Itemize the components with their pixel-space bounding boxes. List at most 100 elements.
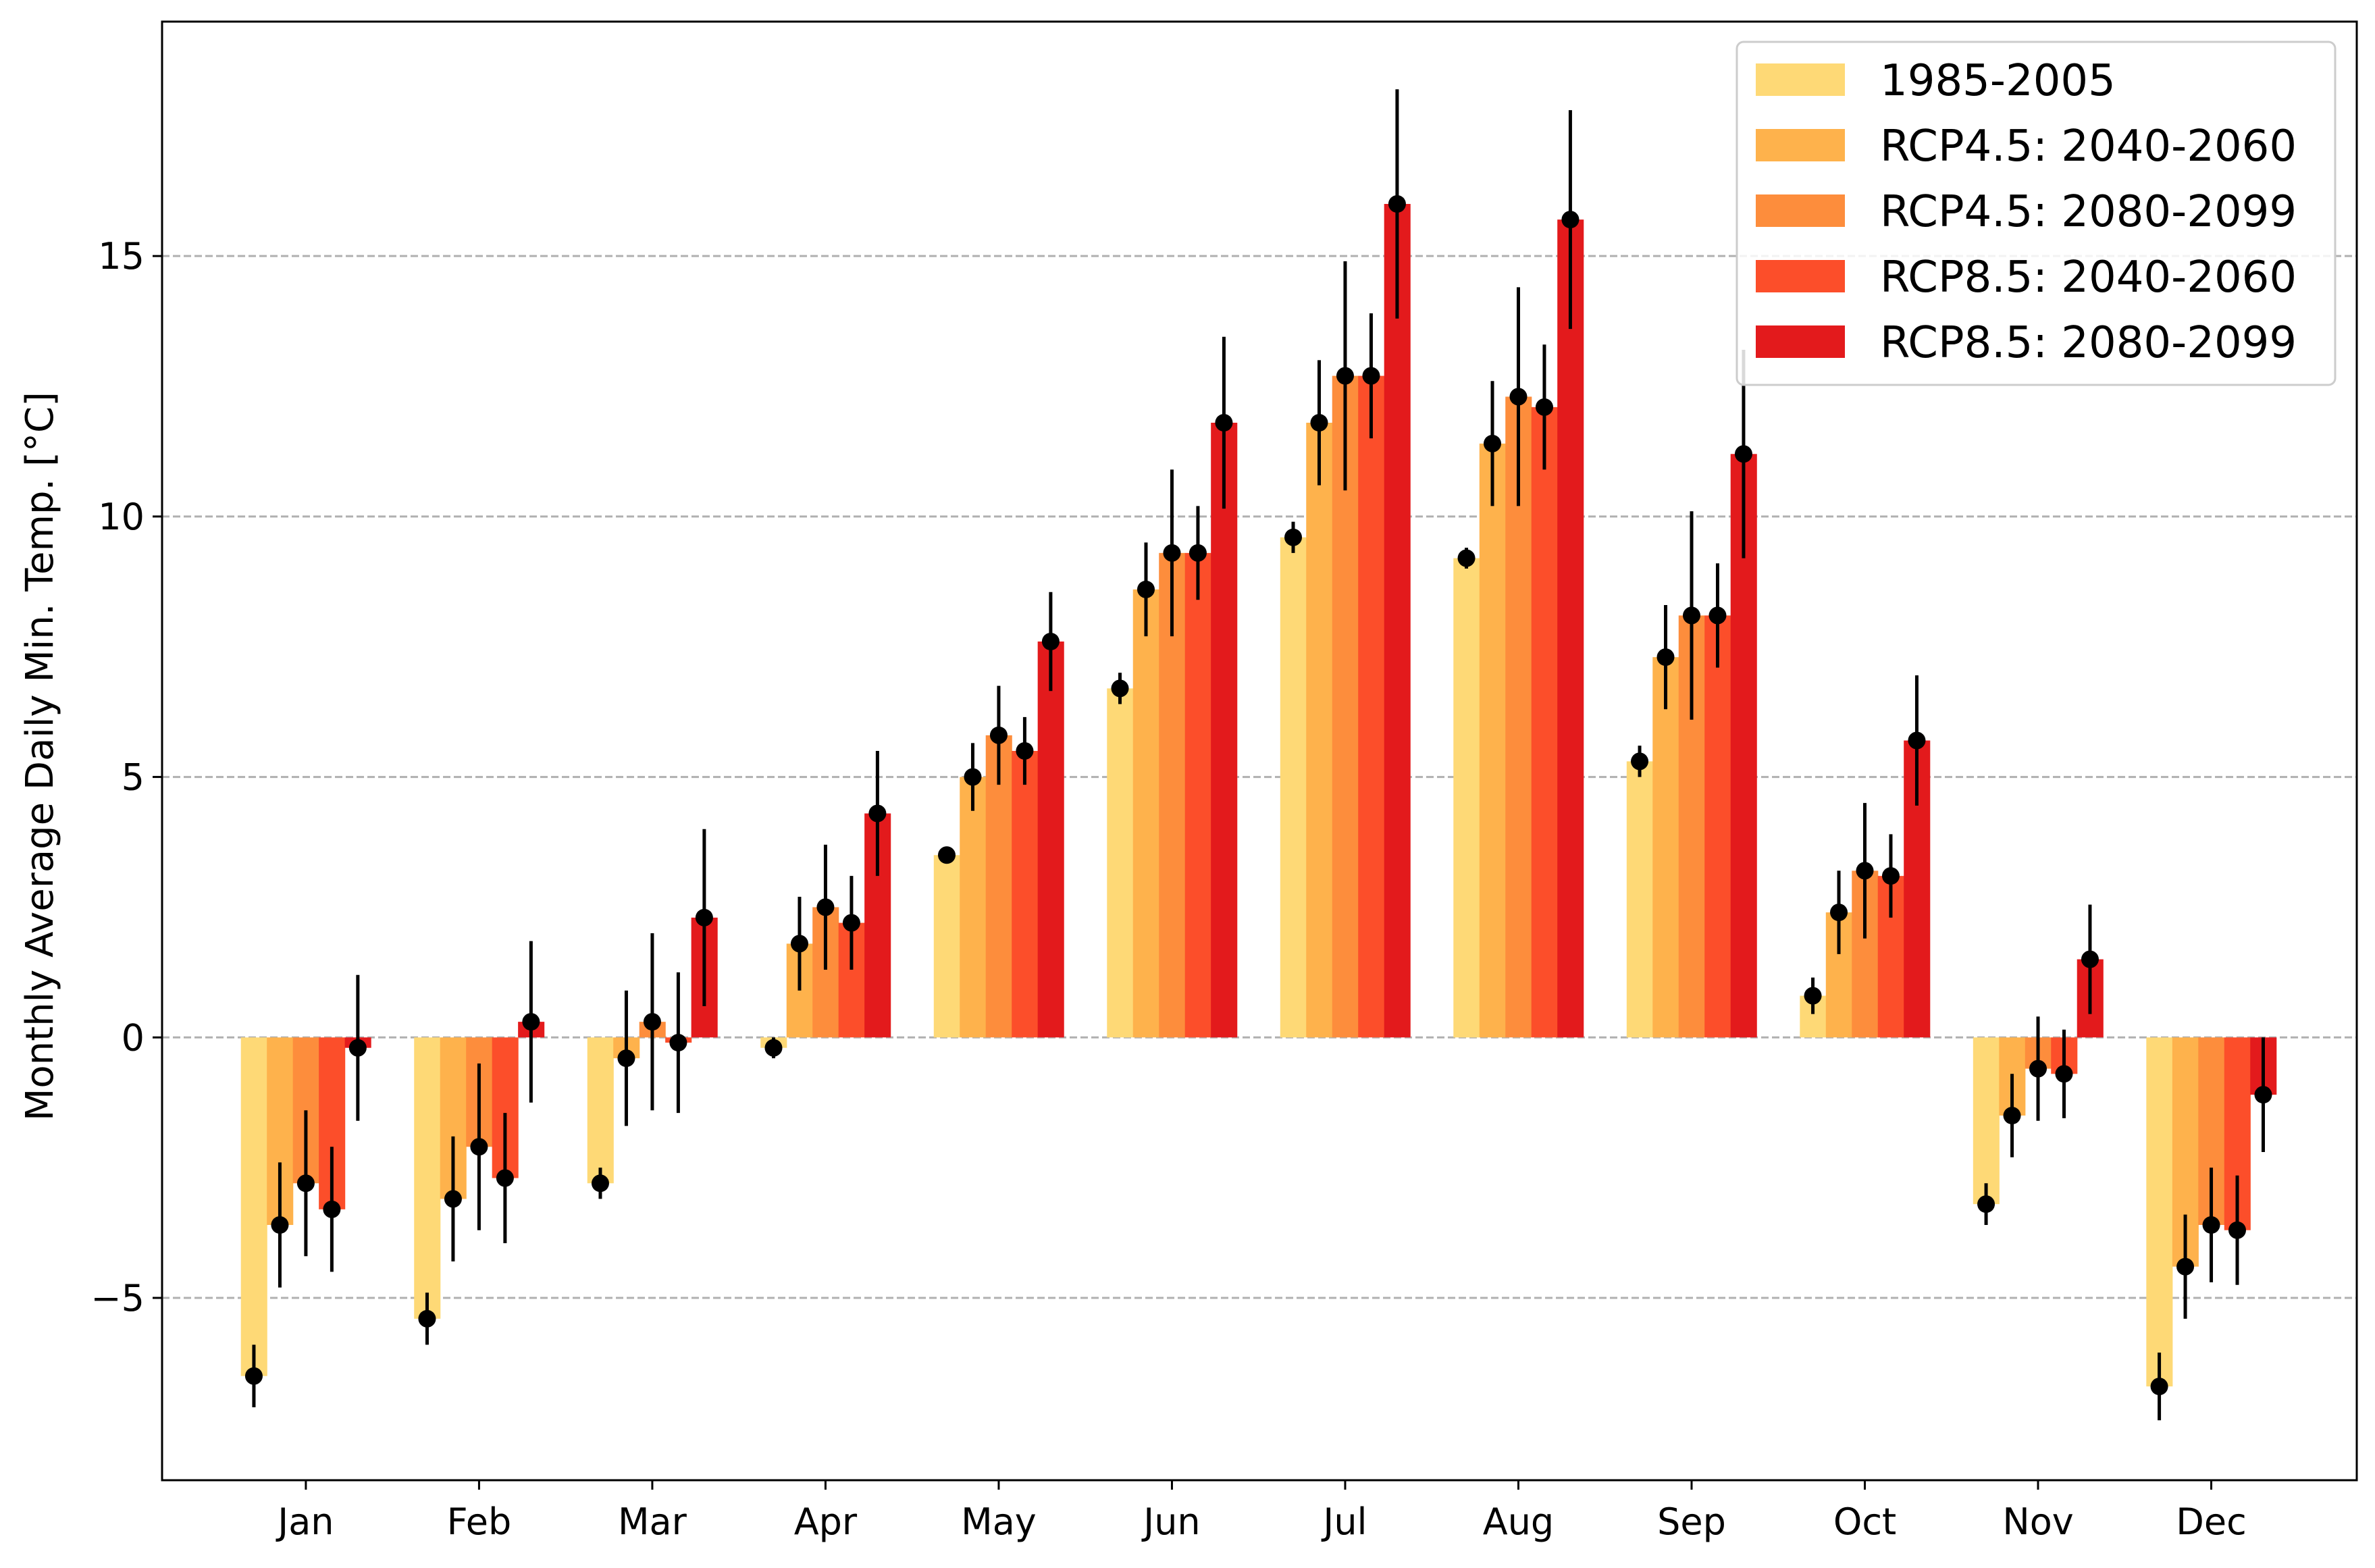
mean-point [2228, 1221, 2247, 1239]
mean-point [842, 914, 860, 932]
y-axis-title: Monthly Average Daily Min. Temp. [°C] [18, 392, 62, 1121]
mean-point [1804, 987, 1822, 1005]
mean-point [2081, 950, 2099, 968]
legend-box [1735, 41, 2337, 386]
mean-point [444, 1190, 462, 1208]
mean-point [1457, 549, 1476, 567]
bar [1107, 688, 1134, 1038]
mean-point [669, 1034, 687, 1051]
x-tick-label: Mar [618, 1500, 687, 1543]
bar [1012, 751, 1039, 1038]
mean-point [1908, 731, 1926, 750]
x-tick-label: Apr [794, 1500, 858, 1543]
mean-point [1656, 648, 1675, 667]
mean-point [1362, 367, 1380, 385]
bar [985, 735, 1012, 1038]
y-tick-label: −5 [90, 1277, 145, 1319]
bar [587, 1037, 614, 1184]
mean-point [591, 1174, 609, 1193]
mean-point [1111, 679, 1129, 698]
mean-point [1708, 606, 1727, 625]
mean-point [1189, 544, 1207, 562]
bar [1280, 537, 1307, 1038]
bar [1652, 657, 1679, 1038]
mean-point [1631, 752, 1649, 770]
legend-label: RCP8.5: 2080-2099 [1880, 318, 2297, 368]
x-tick-label: Feb [447, 1500, 512, 1543]
x-tick-label: Jun [1141, 1500, 1200, 1543]
mean-point [296, 1174, 315, 1193]
bar [960, 777, 987, 1038]
mean-point [1484, 434, 1502, 452]
x-tick-label: Jan [276, 1500, 334, 1543]
x-tick-label: Aug [1483, 1500, 1554, 1543]
mean-point [964, 768, 982, 786]
bar [1704, 615, 1731, 1038]
mean-point [790, 935, 808, 953]
mean-point [2254, 1086, 2272, 1104]
bar [414, 1037, 441, 1319]
mean-point [1215, 414, 1233, 432]
mean-point [470, 1138, 488, 1156]
bar [240, 1037, 267, 1376]
mean-point [764, 1039, 783, 1057]
mean-point [1336, 367, 1354, 385]
legend-label: RCP8.5: 2040-2060 [1880, 253, 2297, 303]
mean-point [496, 1169, 514, 1187]
mean-point [643, 1013, 661, 1031]
mean-point [1734, 445, 1752, 463]
mean-point [1561, 211, 1580, 229]
bar [1184, 552, 1211, 1038]
mean-point [271, 1216, 289, 1234]
error-bars [244, 89, 2272, 1421]
legend-swatch [1756, 194, 1845, 227]
x-tick-label: Oct [1833, 1500, 1896, 1543]
mean-point [1856, 862, 1874, 880]
mean-point [522, 1013, 540, 1031]
mean-point [1388, 195, 1406, 213]
mean-point [1163, 544, 1181, 562]
legend-swatch [1756, 260, 1845, 292]
mean-point [1881, 867, 1900, 885]
mean-point [1041, 633, 1060, 650]
bar [2146, 1037, 2173, 1387]
bar [1358, 375, 1385, 1038]
legend-label: RCP4.5: 2080-2099 [1880, 187, 2297, 237]
mean-point [348, 1039, 367, 1057]
legend-label: 1985-2005 [1880, 56, 2116, 106]
legend-swatch [1756, 325, 1845, 358]
legend-swatch [1756, 129, 1845, 161]
mean-point [2202, 1216, 2220, 1234]
mean-point [1310, 414, 1328, 432]
y-tick-label: 10 [98, 496, 145, 538]
bar [1531, 407, 1558, 1038]
mean-point [1509, 388, 1528, 406]
mean-point [2150, 1378, 2168, 1396]
mean-point [617, 1049, 635, 1068]
mean-point [2176, 1257, 2195, 1276]
bar [1453, 558, 1480, 1038]
x-tick-label: Jul [1321, 1500, 1367, 1543]
bar [1211, 423, 1238, 1038]
mean-point [1535, 398, 1553, 416]
legend: 1985-2005 RCP4.5: 2040-2060 RCP4.5: 2080-2… [1735, 41, 2337, 386]
legend-label: RCP4.5: 2040-2060 [1880, 122, 2297, 172]
mean-point [2029, 1060, 2047, 1078]
mean-point [2055, 1065, 2073, 1083]
x-tick-label: Nov [2002, 1500, 2073, 1543]
y-tick-label: 5 [122, 756, 145, 799]
mean-point [868, 804, 887, 822]
bar [1306, 423, 1333, 1038]
bar [1384, 204, 1411, 1038]
mean-point [1284, 528, 1303, 546]
mean-point [323, 1200, 341, 1218]
mean-point [1682, 606, 1700, 625]
bar [1132, 589, 1159, 1038]
x-tick-label: Sep [1657, 1500, 1726, 1543]
mean-point [816, 898, 835, 916]
mean-point [989, 726, 1008, 744]
y-tick-label: 15 [98, 235, 145, 278]
bar [1973, 1037, 2000, 1205]
